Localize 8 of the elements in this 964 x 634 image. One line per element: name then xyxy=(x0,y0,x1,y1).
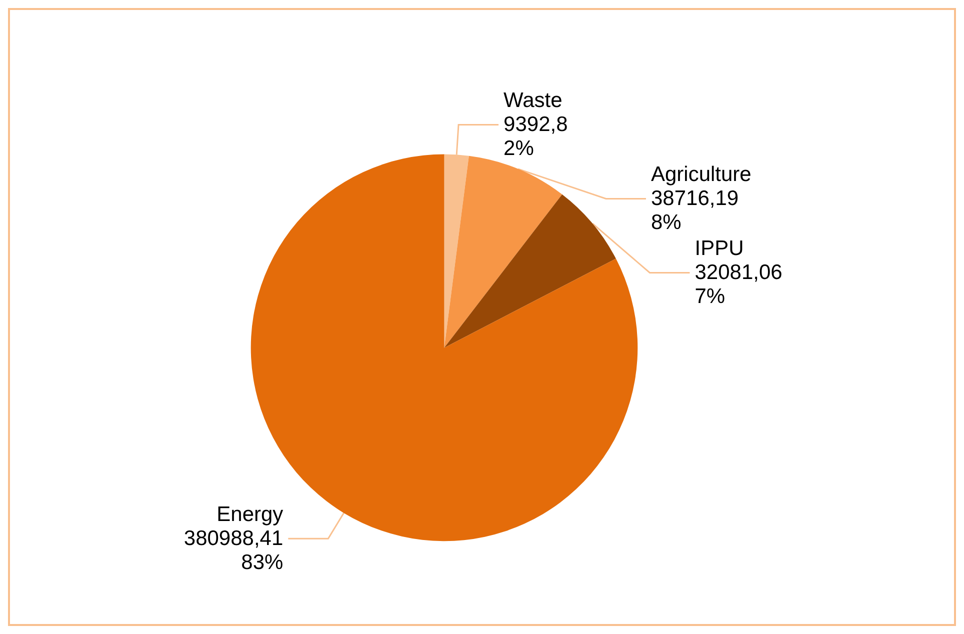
data-label: 9392,8 2% xyxy=(504,113,568,160)
data-label: 32081,06 7% xyxy=(694,261,782,308)
slice-label: Agriculture xyxy=(650,163,752,186)
slice-label: Waste xyxy=(504,89,562,112)
data-label: 38716,19 8% xyxy=(650,187,739,234)
slice-label: Energy xyxy=(216,503,284,526)
slice-label: IPPU xyxy=(694,237,744,260)
data-label: 380988,41 83% xyxy=(184,527,284,574)
